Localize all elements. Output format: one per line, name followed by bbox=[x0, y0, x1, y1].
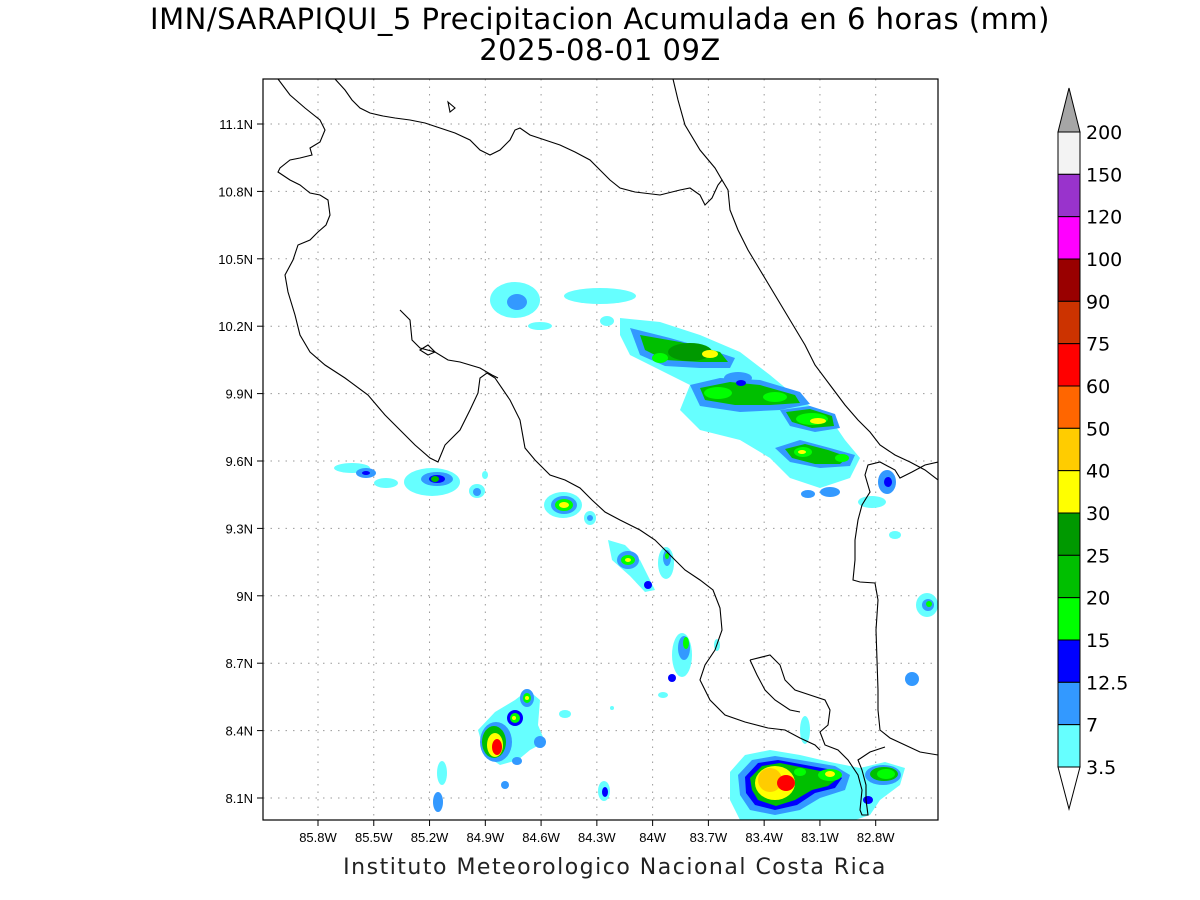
colorbar: 200 150 120 100 90 75 60 50 40 30 25 20 15 12.5 7 3.5 bbox=[1057, 87, 1128, 811]
x-tick-label: 84W bbox=[639, 830, 666, 845]
colorbar-label: 150 bbox=[1086, 164, 1122, 186]
y-tick-label: 10.5N bbox=[218, 252, 253, 267]
colorbar-label: 60 bbox=[1086, 376, 1110, 398]
colorbar-swatch bbox=[1057, 258, 1081, 302]
colorbar-swatch bbox=[1057, 554, 1081, 599]
y-tick-label: 9.9N bbox=[226, 387, 253, 402]
precip-shading bbox=[334, 282, 938, 820]
x-tick-label: 85.5W bbox=[355, 830, 393, 845]
longitude-ticks: 85.8W 85.5W 85.2W 84.9W 84.6W 84.3W 84W 83.7W 83… bbox=[299, 820, 895, 845]
colorbar-swatch bbox=[1057, 681, 1081, 726]
latitude-ticks: 11.1N 10.8N 10.5N 10.2N 9.9N 9.6N 9.3N 9N 8.7N 8.… bbox=[218, 117, 263, 806]
y-tick-label: 9.3N bbox=[226, 521, 253, 536]
colorbar-swatch bbox=[1057, 597, 1081, 641]
x-tick-label: 83.1W bbox=[801, 830, 839, 845]
y-tick-label: 8.1N bbox=[226, 791, 253, 806]
colorbar-top-arrow bbox=[1057, 87, 1081, 133]
precip-cell-north-band bbox=[490, 282, 901, 539]
colorbar-swatch bbox=[1057, 343, 1081, 387]
y-tick-label: 10.2N bbox=[218, 319, 253, 334]
x-tick-label: 84.6W bbox=[522, 830, 560, 845]
colorbar-swatch bbox=[1057, 639, 1081, 683]
coastlines bbox=[277, 79, 938, 816]
precip-cell-southeast bbox=[730, 593, 938, 820]
precip-cell-west bbox=[334, 463, 488, 498]
colorbar-swatch bbox=[1057, 427, 1081, 472]
colorbar-label: 7 bbox=[1086, 715, 1098, 737]
colorbar-label: 90 bbox=[1086, 291, 1110, 313]
colorbar-swatch bbox=[1057, 385, 1081, 429]
colorbar-label: 50 bbox=[1086, 418, 1110, 440]
y-tick-label: 9.6N bbox=[226, 454, 253, 469]
colorbar-label: 20 bbox=[1086, 588, 1110, 610]
colorbar-label: 25 bbox=[1086, 545, 1110, 567]
colorbar-swatch bbox=[1057, 216, 1081, 260]
map-subtitle-date: 2025-08-01 09Z bbox=[479, 33, 721, 67]
x-tick-label: 82.8W bbox=[857, 830, 895, 845]
precip-cell-central bbox=[544, 492, 720, 698]
y-tick-label: 8.7N bbox=[226, 656, 253, 671]
colorbar-label: 12.5 bbox=[1086, 672, 1128, 694]
precip-cell-southwest bbox=[433, 689, 614, 812]
x-tick-label: 83.4W bbox=[745, 830, 783, 845]
y-tick-label: 10.8N bbox=[218, 184, 253, 199]
colorbar-swatch bbox=[1057, 173, 1081, 218]
map-frame bbox=[262, 78, 939, 821]
footer-credit: Instituto Meteorologico Nacional Costa R… bbox=[343, 855, 887, 880]
y-tick-label: 11.1N bbox=[219, 117, 253, 132]
colorbar-label: 15 bbox=[1086, 630, 1110, 652]
colorbar-label: 100 bbox=[1086, 249, 1122, 271]
map-title: IMN/SARAPIQUI_5 Precipitacion Acumulada … bbox=[150, 2, 1050, 36]
colorbar-label: 40 bbox=[1086, 461, 1110, 483]
colorbar-swatch bbox=[1057, 131, 1081, 175]
x-tick-label: 85.2W bbox=[411, 830, 449, 845]
x-tick-label: 84.9W bbox=[467, 830, 505, 845]
colorbar-label: 75 bbox=[1086, 334, 1110, 356]
x-tick-label: 84.3W bbox=[578, 830, 616, 845]
colorbar-swatch bbox=[1057, 724, 1081, 768]
colorbar-bottom-arrow bbox=[1057, 766, 1081, 811]
x-tick-label: 85.8W bbox=[299, 830, 337, 845]
colorbar-swatch bbox=[1057, 512, 1081, 556]
colorbar-swatch bbox=[1057, 300, 1081, 345]
y-tick-label: 8.4N bbox=[226, 724, 253, 739]
colorbar-label: 30 bbox=[1086, 503, 1110, 525]
colorbar-label: 120 bbox=[1086, 207, 1122, 229]
colorbar-label: 3.5 bbox=[1086, 757, 1116, 779]
colorbar-swatch bbox=[1057, 470, 1081, 514]
x-tick-label: 83.7W bbox=[690, 830, 728, 845]
colorbar-label: 200 bbox=[1086, 122, 1122, 144]
y-tick-label: 9N bbox=[236, 589, 253, 604]
